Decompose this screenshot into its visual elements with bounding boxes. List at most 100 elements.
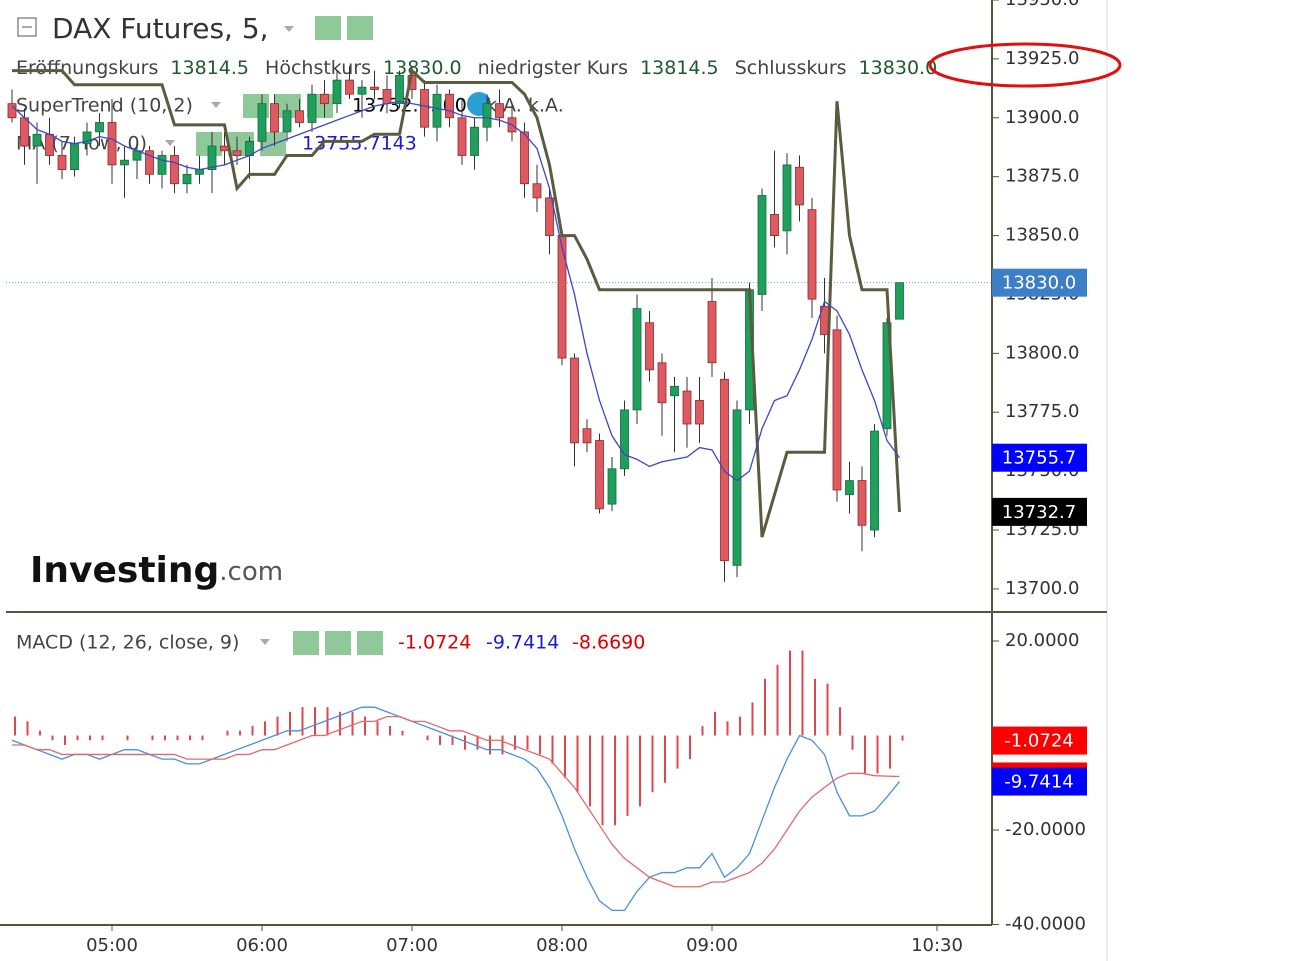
- y-tick-label: 13875.0: [1005, 166, 1079, 187]
- info-value: 13814.5: [170, 57, 249, 79]
- candle-body: [782, 164, 792, 232]
- candle-body: [207, 145, 217, 171]
- candle-body: [95, 122, 104, 133]
- chart-title: DAX Futures, 5,: [52, 12, 269, 45]
- candle-body: [545, 197, 554, 236]
- macd-line: [12, 715, 900, 888]
- info-label: Eröffnungskurs: [16, 57, 158, 79]
- candle-body: [495, 103, 504, 119]
- candle-body: [420, 89, 429, 128]
- candle-body: [145, 150, 154, 175]
- candle-body: [895, 282, 904, 320]
- candle-body: [70, 143, 79, 171]
- price-tag: [992, 726, 1087, 755]
- y-tick-label: 13700.0: [1005, 578, 1079, 599]
- visibility-button[interactable]: [315, 16, 341, 40]
- candle-body: [20, 117, 29, 147]
- candle-body: [807, 209, 817, 300]
- price-tag-label: -1.0724: [1004, 731, 1073, 752]
- candle-body: [457, 117, 467, 156]
- settings-button[interactable]: [325, 631, 351, 655]
- watermark: Investing.com: [30, 550, 283, 591]
- y-tick-label: -20.0000: [1005, 819, 1086, 840]
- ohlc-info: Eröffnungskurs 13814.5 Höchstkurs 13830.…: [16, 57, 937, 79]
- candle-body: [870, 430, 879, 531]
- macd-line: [11, 706, 901, 912]
- collapse-button[interactable]: [17, 17, 37, 37]
- candle-body: [32, 133, 42, 147]
- candle-body: [770, 213, 779, 236]
- price-tag: [992, 767, 1087, 796]
- y-tick-label: -40.0000: [1005, 914, 1086, 935]
- candle-body: [532, 183, 542, 199]
- x-tick-label: 06:00: [236, 935, 288, 956]
- indicator-line: [12, 67, 901, 538]
- settings-button[interactable]: [347, 16, 373, 40]
- candle-body: [645, 322, 654, 371]
- y-tick-label: 20.0000: [1005, 630, 1079, 651]
- info-value: 13830.0: [859, 57, 938, 79]
- info-label: niedrigster Kurs: [478, 57, 628, 79]
- candle-body: [845, 480, 854, 496]
- dropdown-arrow[interactable]: [284, 26, 294, 32]
- candle-body: [570, 357, 579, 444]
- y-tick-label: 13950.0: [1005, 0, 1079, 10]
- candle-body: [45, 133, 54, 156]
- candle-body: [170, 155, 179, 185]
- annotation-ellipse: [928, 42, 1122, 88]
- candle-body: [670, 385, 679, 397]
- candle-body: [632, 308, 642, 411]
- legend-value: -8.6690: [572, 632, 645, 654]
- candle-body: [320, 93, 329, 105]
- candle-body: [7, 103, 17, 119]
- watermark-domain: .com: [219, 557, 283, 587]
- candle-body: [857, 480, 867, 526]
- legend-value: k.A.: [528, 95, 564, 117]
- candle-body: [832, 329, 842, 491]
- candle-body: [732, 409, 742, 566]
- x-tick-label: 10:30: [911, 935, 963, 956]
- dropdown-arrow[interactable]: [211, 102, 221, 108]
- candle-body: [707, 301, 717, 364]
- candle-body: [757, 195, 767, 295]
- dropdown-arrow[interactable]: [165, 140, 175, 146]
- indicator-legend: SuperTrend (10, 2): [16, 95, 193, 117]
- candle-body: [607, 468, 617, 505]
- candle-body: [157, 155, 167, 175]
- visibility-button[interactable]: [293, 631, 319, 655]
- candle-body: [195, 169, 204, 175]
- candle-body: [345, 79, 354, 95]
- candle-body: [270, 103, 279, 133]
- candle-body: [120, 159, 129, 166]
- candle-body: [620, 409, 629, 470]
- candle-body: [82, 131, 92, 145]
- candle-body: [795, 166, 804, 206]
- dropdown-arrow[interactable]: [260, 639, 270, 645]
- info-value: 13830.0: [383, 57, 462, 79]
- candle-body: [370, 86, 379, 90]
- candle-body: [695, 400, 704, 425]
- remove-button[interactable]: [357, 631, 383, 655]
- candle-body: [182, 173, 192, 185]
- legend-value: 13755.7143: [302, 133, 417, 155]
- indicator-line: [11, 100, 901, 482]
- candle-body: [307, 93, 317, 123]
- price-tag: [992, 497, 1087, 526]
- info-value: 13814.5: [640, 57, 719, 79]
- candle-body: [445, 93, 454, 119]
- price-tag-label: -9.7414: [1004, 772, 1073, 793]
- y-tick-label: 13800.0: [1005, 342, 1079, 363]
- candle-body: [657, 362, 667, 404]
- candle-body: [295, 110, 304, 123]
- price-tag-label: 13732.7: [1002, 502, 1076, 523]
- price-tag-label: 13830.0: [1002, 273, 1076, 294]
- legend-value: -1.0724: [398, 632, 471, 654]
- x-tick-label: 05:00: [86, 935, 138, 956]
- candle-body: [557, 235, 567, 359]
- candle-body: [382, 89, 392, 105]
- x-tick-label: 08:00: [536, 935, 588, 956]
- candle-body: [107, 122, 117, 166]
- candle-body: [432, 93, 442, 128]
